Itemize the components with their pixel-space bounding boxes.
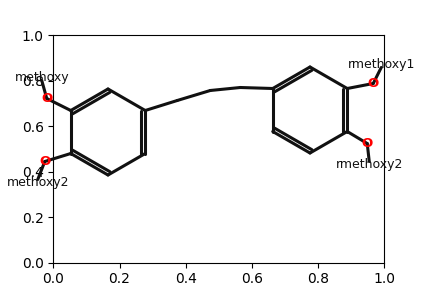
Text: O: O — [39, 155, 50, 168]
Text: methoxy: methoxy — [14, 71, 69, 84]
Text: methoxy2: methoxy2 — [6, 176, 69, 189]
Text: rmethoxy2: rmethoxy2 — [335, 158, 402, 171]
Text: O: O — [367, 77, 378, 90]
Text: rmethoxy1: rmethoxy1 — [347, 58, 414, 71]
Text: O: O — [361, 137, 372, 150]
Text: O: O — [41, 92, 52, 105]
